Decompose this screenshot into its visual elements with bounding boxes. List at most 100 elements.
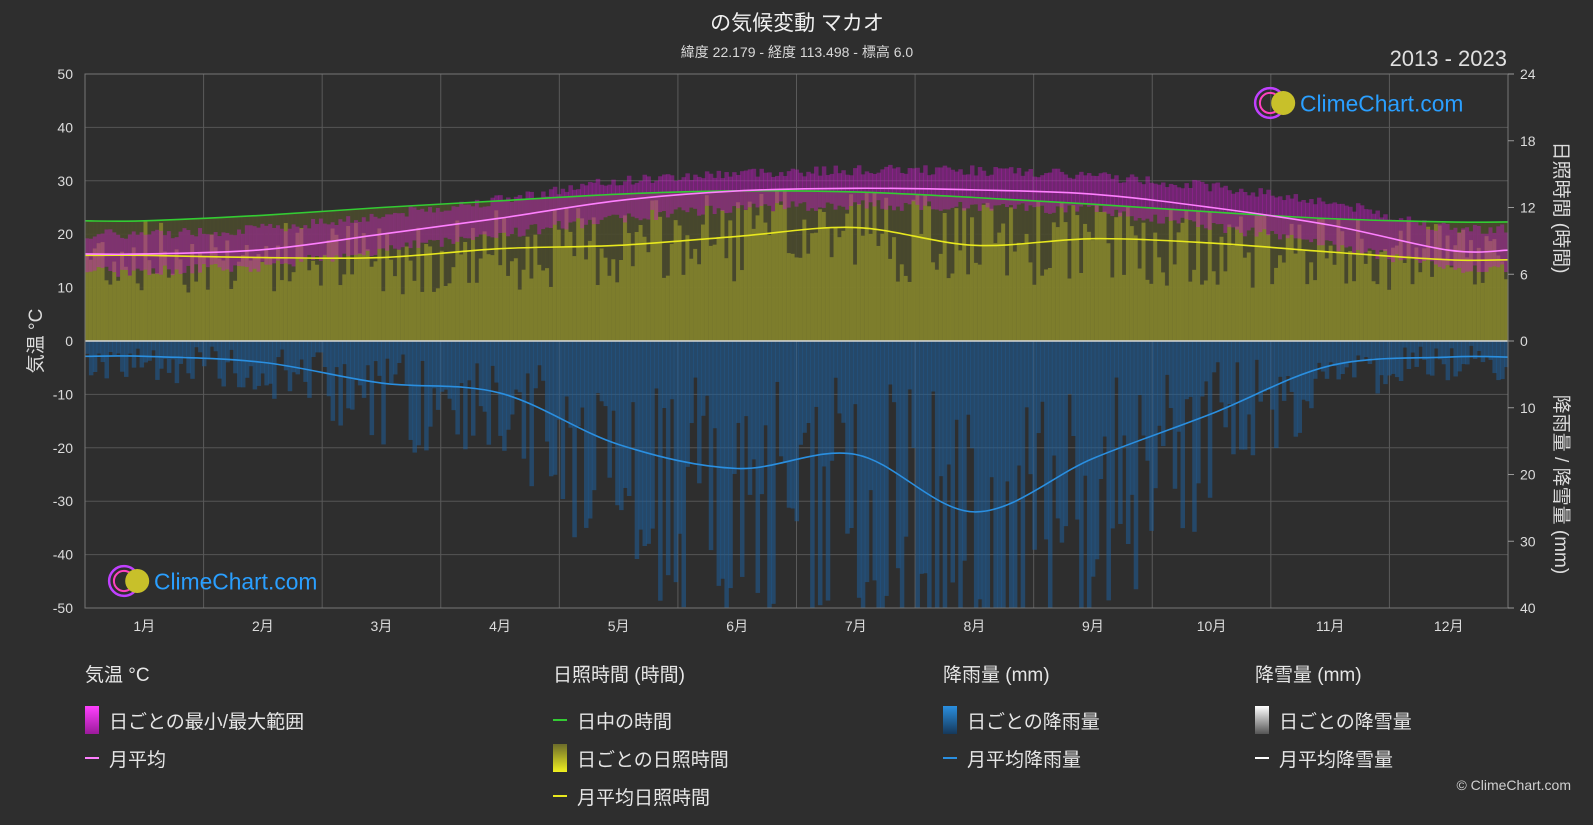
sunshine-daily-bar <box>478 258 484 341</box>
temperature-range-bar <box>240 233 246 267</box>
y-left-tick-label: -20 <box>53 440 73 456</box>
rain-daily-bar <box>599 341 605 402</box>
rain-daily-bar <box>1316 341 1322 363</box>
temperature-range-bar <box>1476 225 1482 273</box>
temperature-range-bar <box>1313 204 1318 239</box>
sunshine-daily-bar <box>151 273 156 341</box>
rain-daily-bar <box>1012 341 1018 608</box>
rain-daily-bar <box>1110 341 1115 529</box>
legend-group-temperature: 気温 °C 日ごとの最小/最大範囲 月平均 <box>85 660 304 777</box>
rain-daily-bar <box>700 341 706 416</box>
temperature-range-bar <box>1359 205 1365 255</box>
rain-daily-bar <box>892 341 897 403</box>
temperature-range-bar <box>1480 233 1486 272</box>
rain-daily-bar <box>365 341 371 366</box>
sunshine-daily-bar <box>1203 280 1209 341</box>
sunshine-daily-bar <box>123 266 129 341</box>
sunshine-daily-bar <box>116 280 121 341</box>
x-tick-label: 10月 <box>1197 618 1227 634</box>
sunshine-daily-bar <box>817 209 823 341</box>
rain-daily-bar <box>1461 341 1466 365</box>
temperature-range-bar <box>1110 178 1115 217</box>
temperature-range-bar <box>708 173 714 206</box>
sunshine-daily-bg <box>934 195 940 341</box>
rain-daily-bar <box>638 341 644 530</box>
temperature-range-bar <box>1157 184 1162 224</box>
temperature-range-bar <box>1465 227 1470 272</box>
sunshine-daily-bg <box>447 203 453 341</box>
rain-daily-bar <box>1391 341 1396 374</box>
temperature-range-bar <box>1047 172 1053 214</box>
sunshine-daily-bar <box>385 233 390 341</box>
sunshine-daily-bar <box>369 266 375 341</box>
rain-daily-bar <box>513 341 519 390</box>
temperature-range-bar <box>1437 223 1443 267</box>
sunshine-daily-bar <box>365 249 371 341</box>
sunshine-daily-bar <box>1340 231 1345 341</box>
rain-daily-bar <box>1379 341 1384 376</box>
sunshine-daily-bar <box>751 228 757 341</box>
sunshine-daily-bar <box>233 280 238 341</box>
temperature-range-bar <box>525 191 531 230</box>
rain-daily-bar <box>981 341 987 608</box>
temperature-range-bar <box>677 179 683 208</box>
rain-daily-bar <box>162 341 168 359</box>
rain-daily-bar <box>576 341 581 427</box>
sunshine-daily-bg <box>381 207 386 341</box>
sunshine-daily-bar <box>708 245 714 341</box>
rain-daily-bar <box>856 341 862 598</box>
sunshine-daily-bg <box>443 203 449 341</box>
sunshine-daily-bar <box>1316 218 1322 341</box>
sunshine-daily-bar <box>1375 284 1380 341</box>
temperature-range-bar <box>392 212 398 249</box>
rain-daily-bar <box>334 341 340 368</box>
temperature-range-bar <box>1262 194 1267 230</box>
rain-daily-bar <box>1219 341 1224 403</box>
sunshine-daily-bar <box>1067 278 1072 341</box>
rain-daily-bar <box>131 341 137 368</box>
legend-label: 日中の時間 <box>577 711 673 733</box>
temperature-range-bar <box>209 234 215 265</box>
sunshine-daily-bar <box>474 282 480 341</box>
temperature-range-bar <box>1492 232 1497 267</box>
sunshine-daily-bar <box>1504 279 1509 341</box>
sunshine-daily-bar <box>1262 214 1267 341</box>
sunshine-daily-bar <box>1172 264 1178 341</box>
temperature-range-bar <box>244 225 250 267</box>
sunshine-daily-bar <box>868 233 874 341</box>
temperature-range-bar <box>428 207 433 240</box>
rain-daily-bar <box>252 341 258 390</box>
sunshine-daily-bar <box>1355 219 1361 341</box>
rain-daily-bar <box>541 341 546 381</box>
sunshine-daily-bar <box>1192 269 1197 341</box>
sunshine-daily-bar <box>880 233 885 341</box>
sunshine-daily-bar <box>634 232 640 341</box>
rain-daily-bar <box>1258 341 1263 402</box>
rain-daily-bar <box>946 341 952 465</box>
sunshine-daily-bar <box>506 275 511 341</box>
sunshine-daily-bar <box>1441 259 1447 341</box>
sunshine-daily-bg <box>431 204 437 341</box>
sunshine-daily-bar <box>451 267 456 341</box>
rain-daily-bar <box>201 341 207 367</box>
temperature-avg-line <box>84 187 1509 256</box>
sunshine-daily-bg <box>1200 211 1205 341</box>
sunshine-daily-bar <box>1207 211 1213 341</box>
sunshine-daily-bar <box>591 217 597 341</box>
temperature-range-bar <box>412 207 417 241</box>
sunshine-daily-bar <box>747 201 753 341</box>
temperature-range-bar <box>821 166 827 208</box>
rain-daily-bar <box>771 341 776 604</box>
sunshine-daily-bg <box>205 217 211 341</box>
rain-daily-bar <box>1067 341 1072 395</box>
sunshine-daily-bar <box>888 258 893 341</box>
sunshine-daily-bar <box>490 255 495 341</box>
rain-daily-bar <box>1235 341 1240 363</box>
x-tick-label: 1月 <box>133 618 155 634</box>
rain-daily-bar <box>502 341 507 451</box>
legend-label: 日ごとの日照時間 <box>577 749 729 771</box>
temperature-range-bar <box>408 206 414 249</box>
sunshine-daily-bar <box>1410 284 1416 341</box>
sunshine-daily-bar <box>108 284 113 341</box>
sunshine-daily-bar <box>1383 249 1388 341</box>
